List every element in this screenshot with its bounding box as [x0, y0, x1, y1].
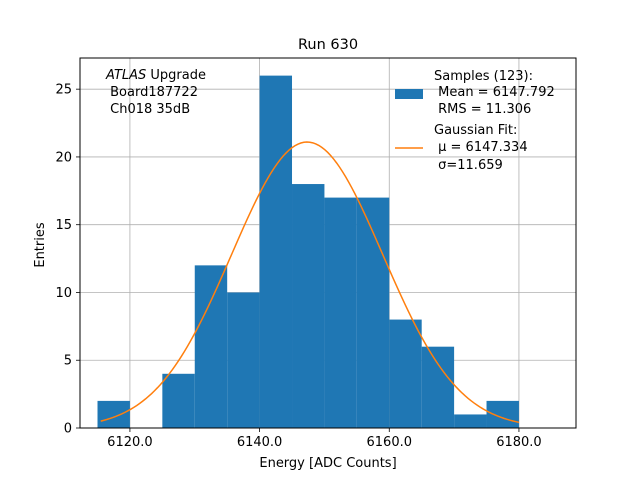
histogram-bar [324, 197, 357, 428]
fit-curve-line [100, 141, 520, 424]
histogram-bar [486, 400, 519, 428]
x-axis-label: Energy [ADC Counts] [259, 456, 396, 471]
annotation-atlas: ATLAS [105, 68, 146, 83]
histogram-bar [194, 265, 228, 428]
histogram-bars [97, 75, 519, 428]
histogram-bar [227, 292, 260, 428]
atlas-annotation: ATLAS Upgrade Board187722 Ch018 35dB [105, 68, 206, 117]
chart-title: Run 630 [298, 37, 358, 53]
histogram-bar [356, 197, 390, 428]
legend-rms-label: RMS = 11.306 [434, 102, 531, 117]
annotation-board: Board187722 [106, 85, 198, 100]
x-tick-label: 6160.0 [367, 435, 413, 450]
axis-ticks: 6120.0 6140.0 6160.0 6180.0 0 5 10 15 20 25 [55, 83, 541, 450]
y-axis-label: Entries [33, 222, 48, 268]
y-tick-label: 25 [55, 83, 72, 98]
x-tick-label: 6140.0 [237, 435, 283, 450]
legend-mu-label: μ = 6147.334 [434, 140, 528, 155]
legend-gaussian-label: Gaussian Fit: [434, 123, 517, 138]
legend-mean-label: Mean = 6147.792 [434, 85, 555, 100]
svg-text:ATLAS Upgrade: ATLAS Upgrade [105, 68, 206, 83]
histogram-bar [97, 400, 130, 428]
histogram-bar [421, 346, 455, 428]
histogram-bar [389, 319, 422, 428]
histogram-bar [259, 75, 293, 428]
x-tick-label: 6120.0 [107, 435, 153, 450]
y-tick-label: 5 [64, 354, 72, 369]
gaussian-fit-curve [100, 141, 520, 424]
histogram-bar [454, 414, 487, 428]
y-tick-label: 0 [64, 422, 72, 437]
y-tick-label: 15 [55, 218, 72, 233]
y-tick-label: 20 [55, 150, 72, 165]
y-tick-label: 10 [55, 286, 72, 301]
annotation-channel: Ch018 35dB [106, 102, 190, 117]
annotation-upgrade: Upgrade [146, 68, 206, 83]
legend: Samples (123): Mean = 6147.792 RMS = 11.… [395, 69, 555, 173]
legend-bar-swatch [395, 89, 423, 99]
legend-sigma-label: σ=11.659 [434, 158, 503, 173]
legend-samples-label: Samples (123): [434, 69, 533, 84]
histogram-bar [292, 184, 325, 428]
histogram-bar [162, 373, 195, 428]
plot-frame [79, 57, 577, 429]
x-tick-label: 6180.0 [496, 435, 542, 450]
